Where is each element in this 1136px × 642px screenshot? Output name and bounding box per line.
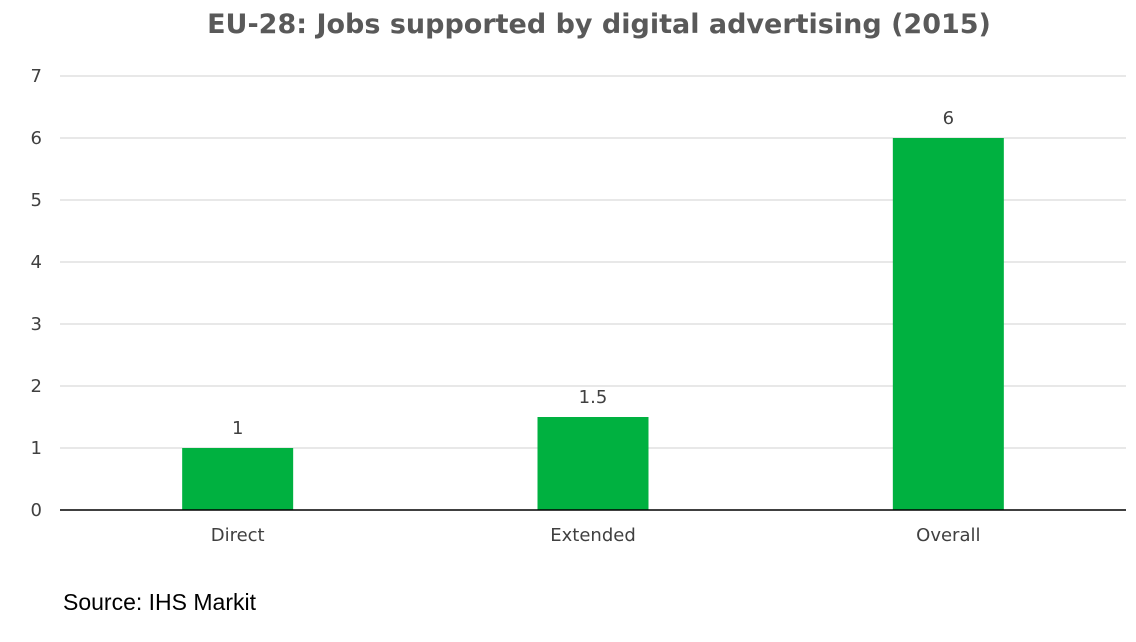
- y-tick-label: 7: [31, 66, 42, 87]
- data-label: 1.5: [579, 387, 608, 408]
- x-category-label: Direct: [211, 525, 265, 546]
- y-axis-ticks: 0 1 2 3 4 5 6 7: [31, 66, 42, 521]
- bars: [182, 138, 1004, 510]
- x-axis-categories: Direct Extended Overall: [211, 525, 981, 546]
- bar-overall: [892, 138, 1004, 510]
- bar-extended: [537, 417, 649, 510]
- x-category-label: Extended: [550, 525, 636, 546]
- data-label: 1: [232, 418, 243, 439]
- data-labels: 11.56: [232, 108, 954, 439]
- y-tick-label: 3: [31, 314, 42, 335]
- bar-direct: [182, 448, 294, 510]
- chart-title: EU-28: Jobs supported by digital adverti…: [207, 9, 991, 40]
- gridlines: [60, 75, 1126, 449]
- x-category-label: Overall: [916, 525, 980, 546]
- y-tick-label: 6: [31, 128, 42, 149]
- y-tick-label: 0: [31, 500, 42, 521]
- data-label: 6: [943, 108, 954, 129]
- y-tick-label: 5: [31, 190, 42, 211]
- y-tick-label: 4: [31, 252, 42, 273]
- y-tick-label: 2: [31, 376, 42, 397]
- source-note: Source: IHS Markit: [63, 589, 256, 615]
- y-tick-label: 1: [31, 438, 42, 459]
